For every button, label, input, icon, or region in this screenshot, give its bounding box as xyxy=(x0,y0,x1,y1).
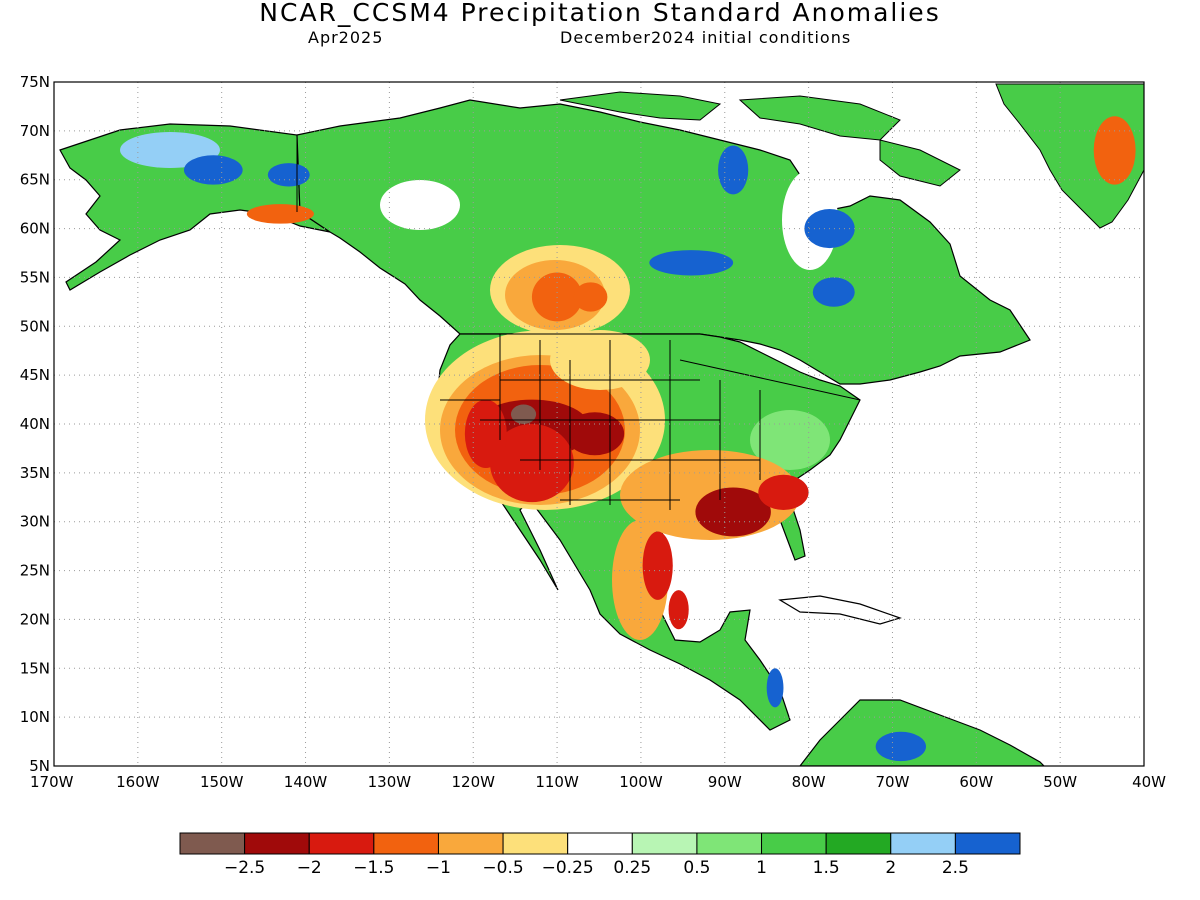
light-green-patch-east xyxy=(750,410,830,470)
lat-tick-label: 55N xyxy=(20,268,50,286)
map-frame xyxy=(53,81,1145,767)
anomaly-region xyxy=(766,668,784,708)
lon-tick-label: 100W xyxy=(619,773,663,791)
lat-tick-label: 30N xyxy=(20,513,50,531)
lon-tick-label: 110W xyxy=(535,773,579,791)
colorbar-swatch xyxy=(308,832,375,855)
anomaly-region xyxy=(875,731,926,762)
lon-tick-label: 80W xyxy=(792,773,826,791)
anomaly-region xyxy=(812,277,855,307)
colorbar-swatch xyxy=(890,832,956,855)
anomaly-region xyxy=(649,250,734,276)
init-conditions-label: December2024 initial conditions xyxy=(560,28,852,47)
canada-land xyxy=(296,99,1031,385)
anomaly-region xyxy=(1093,116,1136,185)
political-borders xyxy=(296,135,861,510)
lon-tick-label: 120W xyxy=(451,773,495,791)
lon-tick-label: 40W xyxy=(1132,773,1166,791)
anomaly-region xyxy=(668,590,689,630)
colorbar-label: −2 xyxy=(297,858,322,878)
lon-tick-label: 170W xyxy=(30,773,74,791)
anomaly-region xyxy=(642,531,673,600)
anomaly-region xyxy=(183,155,243,185)
anomaly-region xyxy=(490,424,574,503)
lat-tick-label: 65N xyxy=(20,171,50,189)
anomaly-region xyxy=(246,204,314,224)
lon-tick-label: 70W xyxy=(876,773,910,791)
valid-month-label: Apr2025 xyxy=(308,28,384,47)
lon-tick-label: 50W xyxy=(1043,773,1077,791)
anomaly-region xyxy=(718,145,749,195)
colorbar-swatch xyxy=(696,832,763,855)
longitude-ticks: 170W 160W 150W 140W 130W 120W 110W 100W 90W 80W 70… xyxy=(30,773,1166,791)
lon-tick-label: 160W xyxy=(116,773,160,791)
anomaly-region xyxy=(573,282,608,312)
colorbar-label: −2.5 xyxy=(224,858,265,878)
colorbar-swatch xyxy=(437,832,504,855)
colorbar-swatch xyxy=(825,832,892,855)
lat-tick-label: 5N xyxy=(29,757,50,775)
colorbar-swatch xyxy=(954,832,1021,855)
lat-tick-label: 25N xyxy=(20,562,50,580)
colorbar-label: 1 xyxy=(756,858,767,878)
lat-tick-label: 60N xyxy=(20,220,50,238)
colorbar-label: 1.5 xyxy=(813,858,840,878)
colorbar-label: −0.25 xyxy=(542,858,594,878)
anomaly-region xyxy=(695,487,771,537)
alaska-land xyxy=(59,123,331,291)
lat-tick-label: 15N xyxy=(20,659,50,677)
lon-tick-label: 90W xyxy=(708,773,742,791)
lat-tick-label: 10N xyxy=(20,708,50,726)
colorbar-swatch xyxy=(502,832,569,855)
colorbar-label: −0.5 xyxy=(482,858,523,878)
colorbar-label: 0.5 xyxy=(683,858,710,878)
colorbar-swatch xyxy=(567,832,633,855)
colorbar-label: 2.5 xyxy=(942,858,969,878)
colorbar-label: −1.5 xyxy=(353,858,394,878)
lon-tick-label: 150W xyxy=(200,773,244,791)
lon-tick-label: 130W xyxy=(368,773,412,791)
lat-tick-label: 75N xyxy=(20,73,50,91)
colorbar-swatch xyxy=(761,832,827,855)
map-field xyxy=(54,82,1144,766)
lat-tick-label: 70N xyxy=(20,122,50,140)
latitude-ticks: 75N 70N 65N 60N 55N 50N 45N 40N 35N 30N 25N 20N 15N 1… xyxy=(20,73,50,775)
colorbar-swatch xyxy=(244,832,310,855)
colorbar: −2.5 −2 −1.5 −1 −0.5 −0.25 0.25 0.5 1 1.5 2 2.5 xyxy=(179,832,1021,878)
cuba-land xyxy=(778,595,902,625)
arctic-islands-land xyxy=(559,91,961,187)
anomaly-region xyxy=(565,412,625,456)
colorbar-label: −1 xyxy=(426,858,451,878)
map-title: NCAR_CCSM4 Precipitation Standard Anomal… xyxy=(259,0,941,27)
lat-tick-label: 40N xyxy=(20,415,50,433)
lat-tick-label: 20N xyxy=(20,610,50,628)
colorbar-label: 0.25 xyxy=(613,858,651,878)
anomaly-regions xyxy=(183,116,1136,762)
neutral-patch-nwt xyxy=(380,180,460,230)
lat-tick-label: 45N xyxy=(20,366,50,384)
graticule xyxy=(54,82,1144,766)
anomaly-region xyxy=(267,163,310,187)
lon-tick-label: 140W xyxy=(284,773,328,791)
colorbar-label: 2 xyxy=(885,858,896,878)
lat-tick-label: 50N xyxy=(20,317,50,335)
dry-plains-halo xyxy=(550,330,650,390)
lat-tick-label: 35N xyxy=(20,464,50,482)
anomaly-region xyxy=(531,272,583,322)
south-america-land xyxy=(799,699,1045,766)
colorbar-swatch xyxy=(373,832,439,855)
colorbar-swatch xyxy=(631,832,698,855)
anomaly-region xyxy=(464,399,507,468)
colorbar-swatch xyxy=(179,832,246,855)
anomaly-region xyxy=(758,474,809,510)
lon-tick-label: 60W xyxy=(959,773,993,791)
anomaly-region xyxy=(510,404,537,424)
